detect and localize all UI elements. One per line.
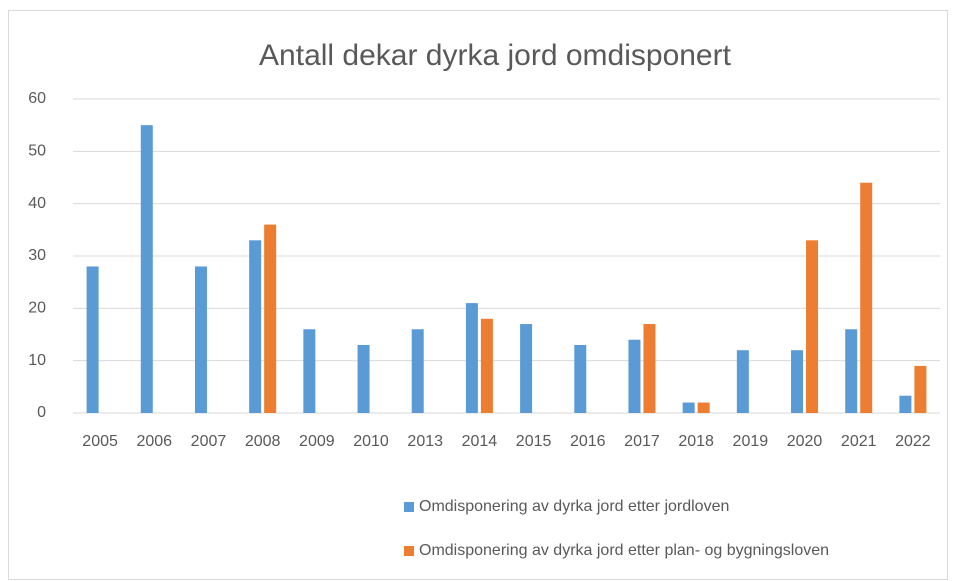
chart-title: Antall dekar dyrka jord omdisponert — [259, 39, 732, 72]
y-tick-label: 30 — [28, 247, 46, 264]
y-tick-label: 0 — [37, 404, 46, 421]
legend-label: Omdisponering av dyrka jord etter plan- … — [419, 542, 829, 559]
x-tick-label: 2019 — [733, 433, 769, 450]
x-tick-label: 2021 — [841, 433, 877, 450]
bar — [736, 350, 749, 413]
x-tick-label: 2008 — [245, 433, 281, 450]
bar — [914, 365, 927, 413]
bar — [806, 240, 819, 413]
bar — [899, 395, 912, 413]
x-tick-label: 2017 — [624, 433, 660, 450]
x-tick-label: 2015 — [516, 433, 552, 450]
x-tick-label: 2005 — [82, 433, 118, 450]
chart-border — [8, 10, 948, 580]
bar — [480, 318, 493, 413]
y-tick-label: 60 — [28, 90, 46, 107]
x-tick-label: 2013 — [407, 433, 443, 450]
bar — [628, 339, 641, 413]
y-tick-label: 40 — [28, 195, 46, 212]
bar — [303, 329, 316, 413]
bar — [249, 240, 262, 413]
bar — [465, 303, 478, 413]
x-tick-label: 2010 — [353, 433, 389, 450]
bar — [845, 329, 858, 413]
bar — [697, 402, 710, 413]
bar — [791, 350, 804, 413]
bar — [86, 266, 99, 413]
y-tick-label: 10 — [28, 352, 46, 369]
bar — [264, 224, 277, 413]
legend-label: Omdisponering av dyrka jord etter jordlo… — [419, 498, 729, 515]
legend-swatch — [404, 546, 414, 556]
x-tick-label: 2009 — [299, 433, 335, 450]
bar — [574, 344, 587, 413]
x-tick-label: 2006 — [136, 433, 172, 450]
x-tick-label: 2020 — [787, 433, 823, 450]
x-tick-label: 2016 — [570, 433, 606, 450]
x-tick-label: 2014 — [462, 433, 498, 450]
bar — [682, 402, 695, 413]
bar — [140, 125, 153, 414]
bar — [520, 324, 533, 413]
bar — [860, 182, 873, 413]
x-tick-label: 2022 — [895, 433, 931, 450]
bar — [357, 344, 370, 413]
x-tick-label: 2007 — [191, 433, 227, 450]
bar — [643, 324, 656, 413]
bar — [411, 329, 424, 413]
y-tick-label: 50 — [28, 143, 46, 160]
legend-swatch — [404, 502, 414, 512]
y-tick-label: 20 — [28, 300, 46, 317]
x-tick-label: 2018 — [678, 433, 714, 450]
bar — [194, 266, 207, 413]
